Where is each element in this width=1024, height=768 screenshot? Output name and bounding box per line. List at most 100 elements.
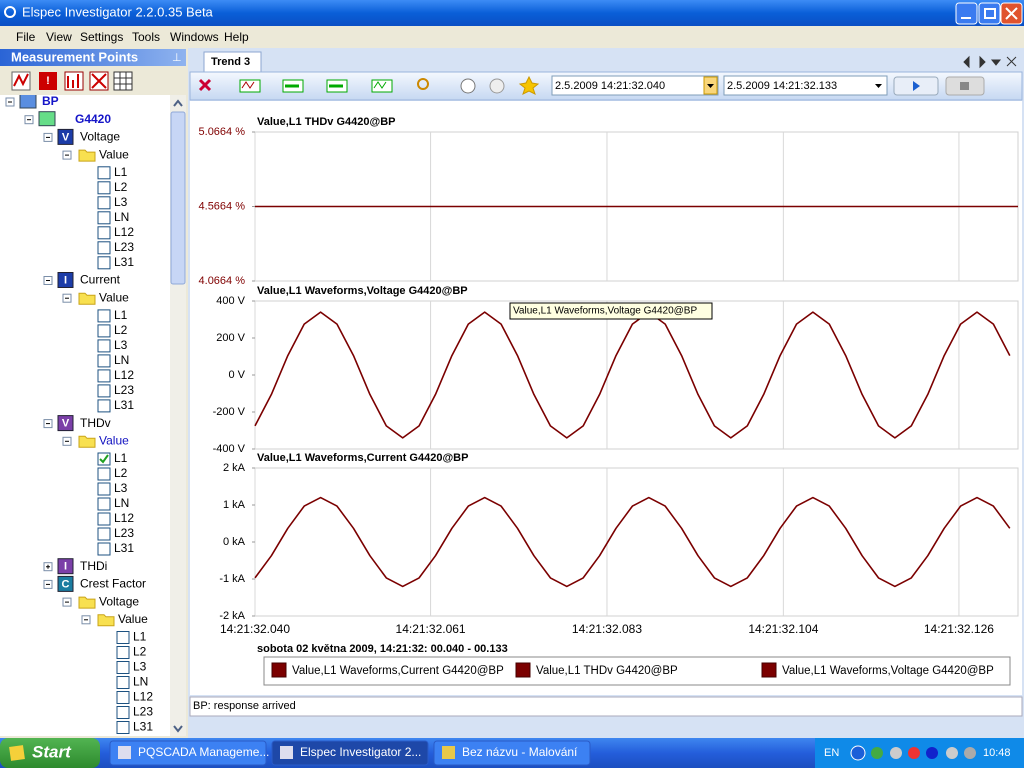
checkbox[interactable] [97,256,111,270]
tree-label: LN [133,675,148,689]
menu-item[interactable]: File [16,30,36,44]
tree-label: L3 [114,195,128,209]
end-time: 2.5.2009 14:21:32.133 [727,80,837,92]
x-tick-label: 14:21:32.104 [748,622,818,636]
minimize-button[interactable] [955,2,978,25]
checkbox[interactable] [97,482,111,496]
checkbox[interactable] [97,369,111,383]
folder-icon [97,614,115,627]
series-line [254,311,1011,439]
tree-label: L12 [133,690,153,704]
end-time-input[interactable] [723,75,888,96]
legend-label: Value,L1 Waveforms,Current G4420@BP [292,665,504,677]
y-tick-label: 200 V [216,332,245,344]
window-title: Elspec Investigator 2.2.0.35 Beta [22,4,214,19]
node-icon [38,111,56,127]
checkbox[interactable] [97,166,111,180]
plot-area [254,467,1019,617]
start-time-input[interactable] [551,75,719,96]
tree-label: LN [114,496,129,510]
scroll-thumb[interactable] [170,111,186,285]
menu-item[interactable]: Windows [170,30,219,44]
panel-title: Measurement Points [11,49,138,64]
checkbox[interactable] [97,211,111,225]
checkbox[interactable] [97,527,111,541]
panel-toolbar: ! [11,71,133,91]
legend-swatch [271,662,287,678]
menu-item[interactable]: Tools [132,30,160,44]
tree-label: Value [99,290,129,304]
menu-bar [0,26,1024,48]
clock: 10:48 [983,747,1011,759]
tree-label: L1 [133,630,147,644]
tree-label: L1 [114,165,128,179]
task-icon [442,746,455,759]
tree-label: L31 [133,720,153,734]
maximize-button[interactable] [978,2,1001,25]
checkbox[interactable] [116,676,130,689]
checkbox[interactable] [97,196,111,210]
measure-icon [57,272,74,288]
checkbox[interactable] [116,646,130,659]
tree-label: L3 [114,338,128,352]
checkbox[interactable] [97,512,111,526]
x-tick-label: 14:21:32.126 [924,622,994,636]
menu-item[interactable]: Help [224,30,249,44]
toolbar-icons [198,75,540,95]
tooltip-text: Value,L1 Waveforms,Voltage G4420@BP [513,306,697,317]
checkbox[interactable] [97,354,111,368]
measure-icon-letter: I [64,561,67,573]
tab-label: Trend 3 [211,56,250,68]
checkbox[interactable] [97,542,111,556]
checkbox[interactable] [116,631,130,644]
task-button[interactable] [433,740,591,766]
checkbox[interactable] [116,706,130,719]
tree-label: L31 [114,398,134,412]
checkbox[interactable] [97,399,111,413]
tree-label: Voltage [80,130,120,144]
checkbox[interactable] [116,661,130,674]
measure-icon [57,558,74,575]
tree-label: Value [118,612,148,626]
legend-label: Value,L1 Waveforms,Voltage G4420@BP [782,665,994,677]
task-button[interactable] [271,740,429,766]
menu-item[interactable]: View [46,30,72,44]
tree-label: Value [99,147,129,161]
tree-label: THDv [80,416,111,430]
checkbox[interactable] [97,339,111,353]
y-tick-label: -400 V [213,443,246,455]
pin[interactable]: ⊥ [172,52,182,64]
checkbox[interactable] [97,226,111,240]
measure-icon [57,575,74,592]
y-tick-label: 1 kA [223,499,246,511]
tree-view [0,95,170,736]
folder-icon [78,149,96,162]
panel-header [0,49,186,66]
y-tick-label: -200 V [213,406,246,418]
check-mark [99,454,109,464]
checkbox[interactable] [97,467,111,481]
menu-item[interactable]: Settings [80,30,123,44]
tree-label: L31 [114,255,134,269]
start-button[interactable] [0,738,100,768]
checkbox[interactable] [97,181,111,195]
checkbox[interactable] [97,497,111,511]
checkbox[interactable] [97,324,111,338]
checkbox[interactable] [97,384,111,398]
tree-label: Crest Factor [80,577,146,591]
checkbox[interactable] [97,241,111,255]
checkbox[interactable] [97,309,111,323]
tree-label: L23 [114,240,134,254]
series-line [254,496,1011,588]
y-tick-label: 400 V [216,295,245,307]
checkbox[interactable] [116,721,130,734]
tree-label: L2 [114,466,128,480]
folder-icon [78,435,96,448]
tree-label: L12 [114,225,134,239]
checkbox[interactable] [116,691,130,704]
chart-footer: sobota 02 května 2009, 14:21:32: 00.040 … [257,643,508,655]
chart-title: Value,L1 Waveforms,Voltage G4420@BP [257,285,468,297]
task-button[interactable] [109,740,267,766]
